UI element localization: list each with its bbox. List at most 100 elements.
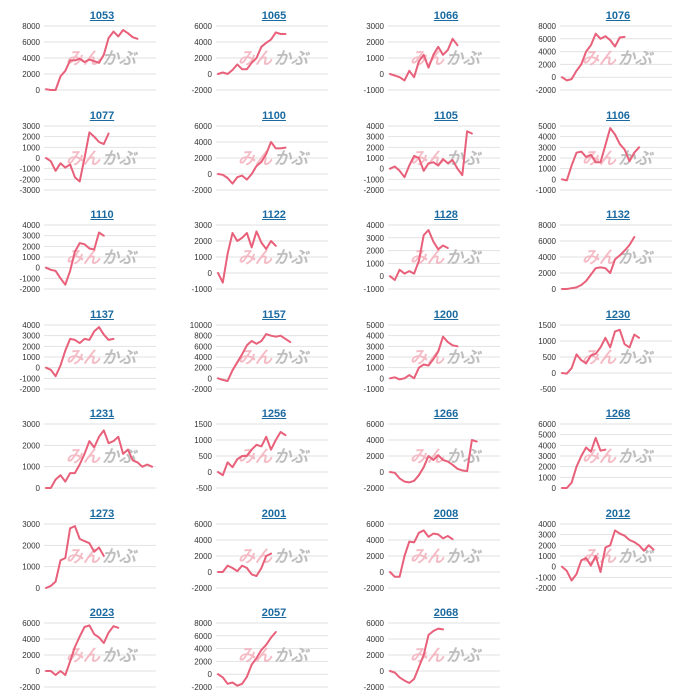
chart-title-link[interactable]: 2001 <box>261 507 287 520</box>
y-tick-label: 2000 <box>194 237 212 246</box>
y-tick-label: 0 <box>36 584 41 593</box>
chart-title-link[interactable]: 2057 <box>261 607 287 619</box>
series-line <box>45 325 115 377</box>
chart-cell: 1200 -1000 0 1000 2000 3000 4000 5000 みん かぶ <box>350 303 522 401</box>
chart-cell: 1053 0 2000 4000 6000 8000 みん かぶ <box>6 4 178 102</box>
watermark-logo: みん かぶ <box>582 348 655 368</box>
y-tick-label: 0 <box>380 568 385 577</box>
chart-title-link[interactable]: 1256 <box>261 408 287 420</box>
y-tick-label: 1000 <box>22 562 40 571</box>
watermark-logo: みん かぶ <box>238 248 311 268</box>
y-tick-label: 0 <box>36 363 41 372</box>
watermark-part-gray: かぶ <box>102 547 139 567</box>
watermark-part-gray: かぶ <box>274 646 311 666</box>
chart-title-link[interactable]: 1106 <box>606 109 630 122</box>
y-tick-label: 1500 <box>194 420 212 429</box>
watermark-part-red: みん <box>238 646 273 666</box>
y-tick-label: 1000 <box>538 473 556 482</box>
watermark-part-gray: かぶ <box>446 646 483 666</box>
chart-title-link[interactable]: 1066 <box>433 10 459 22</box>
series-line <box>217 431 287 477</box>
chart-plot: -2000 0 2000 4000 6000 みん かぶ <box>192 520 328 593</box>
watermark-logo: みん かぶ <box>410 646 483 666</box>
y-tick-label: 4000 <box>194 138 212 147</box>
chart-title-link[interactable]: 2068 <box>433 607 459 619</box>
y-tick-label: 4000 <box>538 253 556 262</box>
watermark-part-red: みん <box>582 348 617 368</box>
chart-title-link[interactable]: 1100 <box>262 109 286 122</box>
y-tick-label: 2000 <box>194 363 212 372</box>
chart-title-link[interactable]: 1157 <box>262 308 286 321</box>
y-tick-label: -1000 <box>536 573 557 582</box>
series-line <box>217 631 277 687</box>
watermark-part-gray: かぶ <box>446 248 483 268</box>
y-tick-label: 0 <box>552 484 557 493</box>
chart-cell: 1137 -2000 -1000 0 1000 2000 3000 4000 みん かぶ <box>6 303 178 401</box>
chart-title-link[interactable]: 1231 <box>89 408 115 420</box>
chart-title-link[interactable]: 1065 <box>261 10 287 22</box>
y-tick-label: 0 <box>208 468 213 477</box>
chart-title-link[interactable]: 1268 <box>605 408 631 420</box>
y-tick-label: 8000 <box>194 331 212 340</box>
y-tick-label: 2000 <box>538 60 556 69</box>
y-tick-label: 4000 <box>22 635 40 644</box>
y-tick-label: 0 <box>380 374 385 383</box>
watermark-part-red: みん <box>66 547 101 567</box>
series-line <box>561 126 641 181</box>
chart-title-link[interactable]: 1137 <box>90 308 114 321</box>
y-tick-label: 2000 <box>366 552 384 561</box>
chart-cell: 2012 -2000 -1000 0 1000 2000 3000 4000 みん かぶ <box>522 502 694 600</box>
watermark-part-red: みん <box>238 248 273 268</box>
chart-title-link[interactable]: 1105 <box>434 109 458 122</box>
chart-plot: 0 1000 2000 3000 みん かぶ <box>22 520 156 593</box>
watermark-logo: みん かぶ <box>66 348 139 368</box>
y-tick-label: 0 <box>552 73 557 82</box>
series-line <box>45 524 105 589</box>
y-tick-label: 1000 <box>538 552 556 561</box>
y-tick-label: 8000 <box>538 22 556 31</box>
series-line <box>389 439 478 484</box>
chart-title-link[interactable]: 1266 <box>433 408 459 420</box>
chart-title-link[interactable]: 1200 <box>433 308 459 321</box>
y-tick-label: 3000 <box>538 143 556 152</box>
y-tick-label: 1000 <box>22 353 40 362</box>
y-tick-label: 8000 <box>194 619 212 628</box>
chart-title-link[interactable]: 2023 <box>89 607 115 619</box>
y-tick-label: 1000 <box>22 253 40 262</box>
y-tick-label: 4000 <box>366 436 384 445</box>
chart-title-link[interactable]: 1122 <box>262 209 286 221</box>
y-tick-label: 2000 <box>366 143 384 152</box>
y-tick-label: -1000 <box>192 285 213 294</box>
watermark-part-gray: かぶ <box>274 447 311 467</box>
watermark-logo: みん かぶ <box>582 248 655 268</box>
y-tick-label: 6000 <box>194 632 212 641</box>
chart-plot: -2000 0 2000 4000 6000 みん かぶ <box>20 619 156 692</box>
chart-title-link[interactable]: 1076 <box>605 10 631 22</box>
chart-cell: 1230 -500 0 500 1000 1500 みん かぶ <box>522 303 694 401</box>
chart-title-link[interactable]: 1128 <box>434 209 458 221</box>
chart-title-link[interactable]: 2008 <box>433 507 459 520</box>
chart-title-link[interactable]: 1230 <box>605 308 631 321</box>
y-tick-label: 1000 <box>538 337 556 346</box>
y-tick-label: 2000 <box>366 353 384 362</box>
chart-cell: 1100 -2000 0 2000 4000 6000 みん かぶ <box>178 104 350 202</box>
watermark-part-red: みん <box>66 348 101 368</box>
chart-title-link[interactable]: 1053 <box>89 10 115 22</box>
chart-title-link[interactable]: 1132 <box>606 209 630 221</box>
watermark-logo: みん かぶ <box>238 348 311 368</box>
chart-title-link[interactable]: 1110 <box>90 209 114 221</box>
watermark-logo: みん かぶ <box>238 447 311 467</box>
chart-title-link[interactable]: 1077 <box>89 109 115 122</box>
y-tick-label: 1000 <box>194 253 212 262</box>
y-tick-label: 4000 <box>194 645 212 654</box>
series-line <box>389 229 449 281</box>
y-tick-label: 2000 <box>194 657 212 666</box>
chart-cell: 1065 -2000 0 2000 4000 6000 みん かぶ <box>178 4 350 102</box>
y-tick-label: 6000 <box>538 35 556 44</box>
watermark-part-gray: かぶ <box>446 49 483 69</box>
chart-title-link[interactable]: 2012 <box>605 507 631 520</box>
y-tick-label: 8000 <box>538 221 556 230</box>
chart-title-link[interactable]: 1273 <box>89 507 115 520</box>
